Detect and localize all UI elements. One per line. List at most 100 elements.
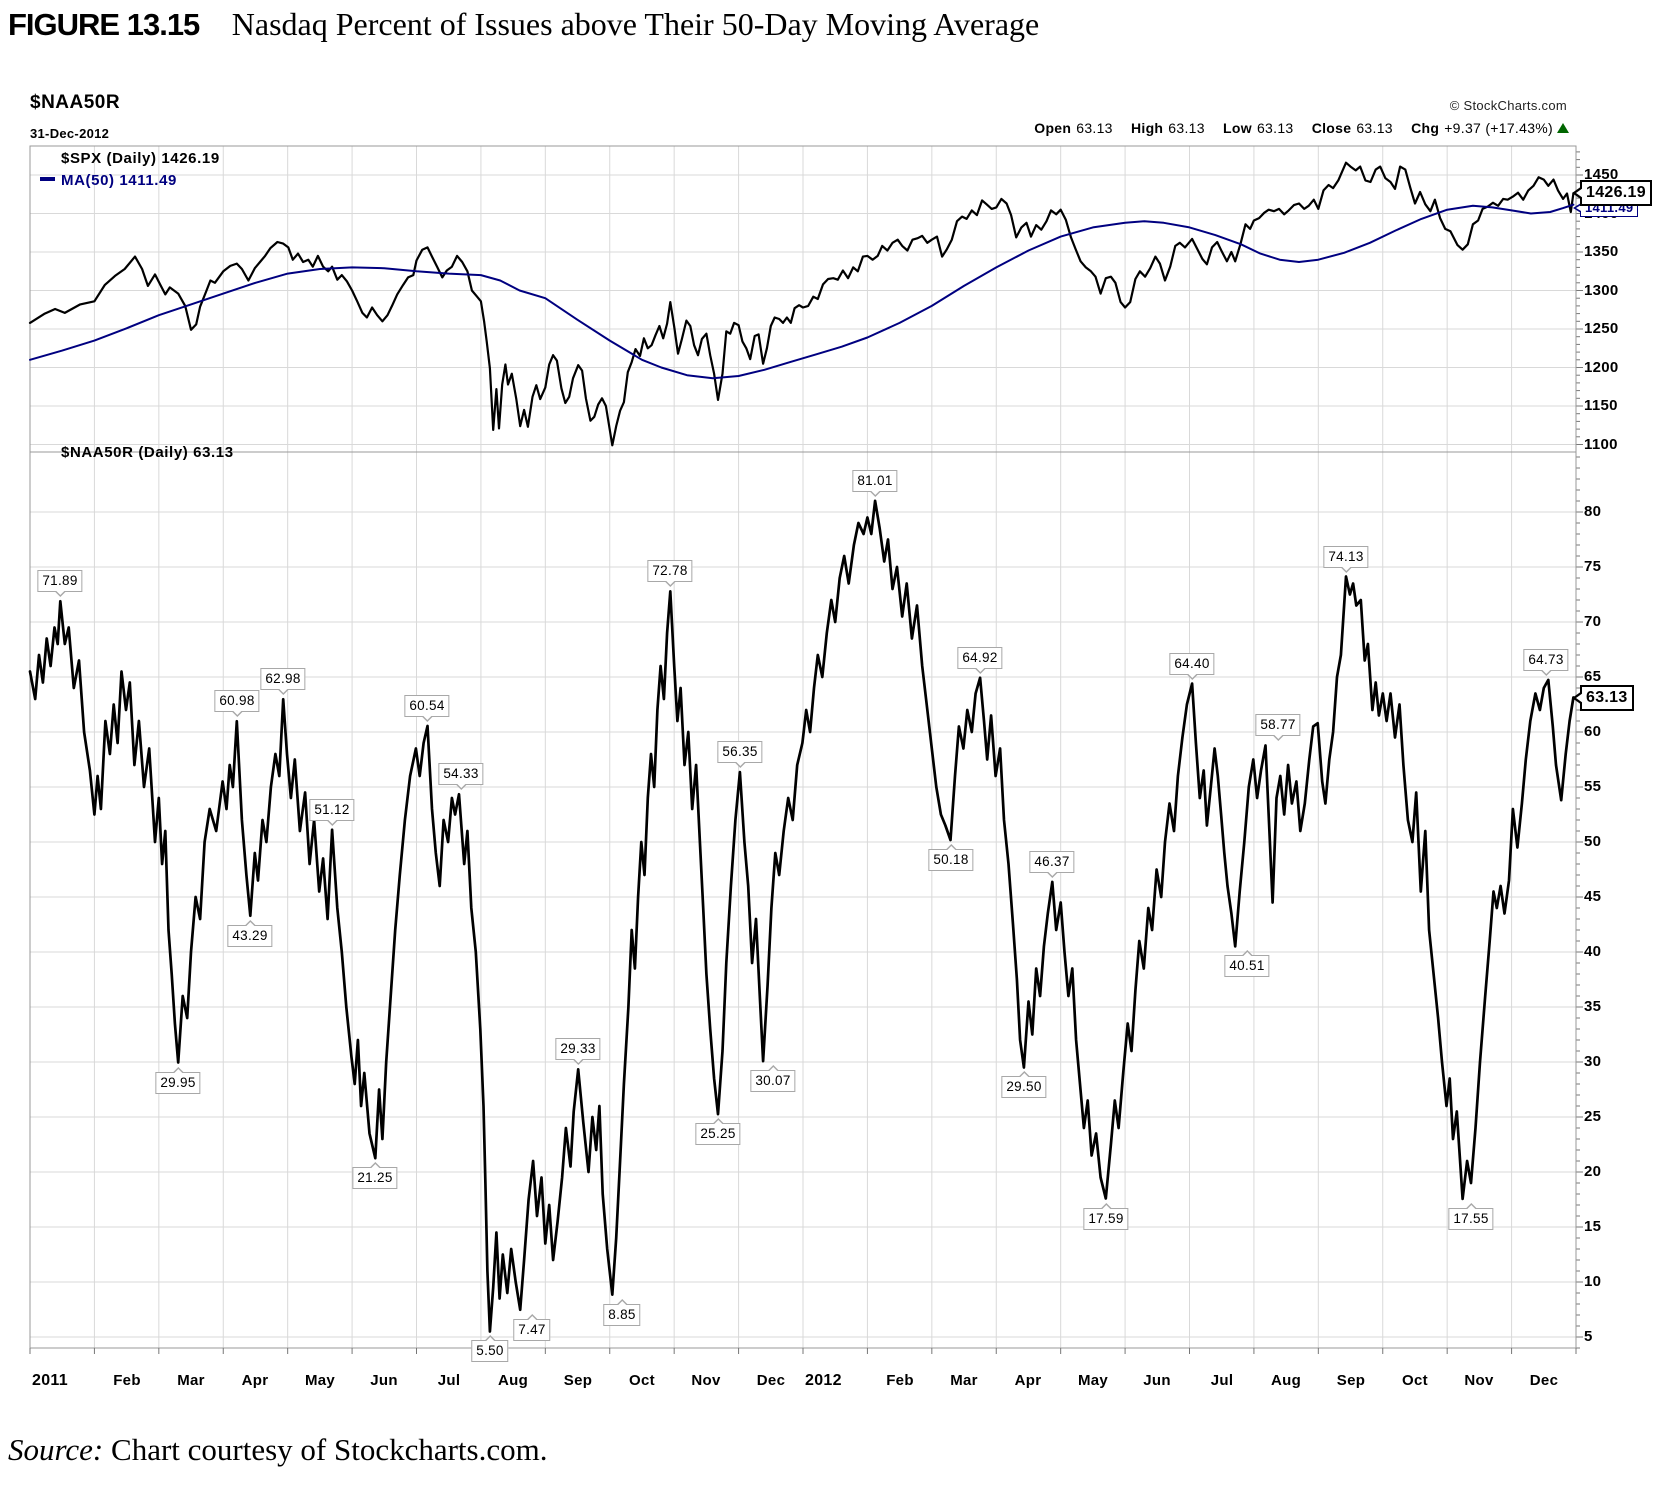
data-point-label: 43.29 xyxy=(227,920,273,947)
legend-naa50r: $NAA50R (Daily) 63.13 xyxy=(40,444,234,461)
y-axis-tick-label: 25 xyxy=(1584,1108,1602,1125)
figure-caption: FIGURE 13.15 Nasdaq Percent of Issues ab… xyxy=(8,6,1658,43)
x-axis-month-label: Nov xyxy=(691,1372,721,1389)
y-axis-tick-label: 1250 xyxy=(1584,320,1619,337)
data-point-label: 74.13 xyxy=(1323,546,1369,573)
x-axis-month-label: Nov xyxy=(1464,1372,1494,1389)
y-axis-tick-label: 35 xyxy=(1584,998,1602,1015)
x-axis-month-label: Sep xyxy=(1336,1372,1366,1389)
data-point-label: 64.40 xyxy=(1169,653,1215,680)
open-label: Open xyxy=(1034,120,1072,136)
data-point-label: 60.98 xyxy=(214,690,260,717)
data-point-label: 29.33 xyxy=(555,1038,601,1065)
figure-number: FIGURE 13.15 xyxy=(8,7,200,42)
change-up-arrow-icon xyxy=(1557,123,1569,133)
y-axis-tick-label: 1150 xyxy=(1584,397,1618,414)
x-axis-month-label: Oct xyxy=(1402,1372,1428,1389)
y-axis-tick-label: 70 xyxy=(1584,613,1602,630)
low-value: 63.13 xyxy=(1256,120,1294,136)
y-axis-tick-label: 65 xyxy=(1584,668,1602,685)
figure-title: Nasdaq Percent of Issues above Their 50-… xyxy=(231,6,1040,42)
data-point-label: 81.01 xyxy=(852,470,898,497)
ma50-line-swatch xyxy=(40,177,55,182)
source-line: Source: Chart courtesy of Stockcharts.co… xyxy=(8,1432,547,1468)
data-point-label: 25.25 xyxy=(695,1118,741,1145)
data-point-label: 5.50 xyxy=(471,1335,509,1362)
chart-date: 31-Dec-2012 xyxy=(30,126,110,141)
stockcharts-credit: © StockCharts.com xyxy=(1449,98,1567,113)
x-axis-month-label: 2011 xyxy=(32,1372,68,1389)
y-axis-tick-label: 80 xyxy=(1584,503,1602,520)
y-axis-tick-label: 60 xyxy=(1584,723,1602,740)
y-axis-tick-label: 10 xyxy=(1584,1273,1602,1290)
data-point-label: 29.50 xyxy=(1001,1071,1047,1098)
legend-spx-label: $SPX (Daily) 1426.19 xyxy=(61,150,220,167)
data-point-label: 29.95 xyxy=(155,1067,201,1094)
x-axis-month-label: Mar xyxy=(950,1372,978,1389)
x-axis-month-label: Dec xyxy=(1529,1372,1559,1389)
y-axis-tick-label: 1350 xyxy=(1584,243,1619,260)
data-point-label: 54.33 xyxy=(438,763,484,790)
y-axis-tick-label: 55 xyxy=(1584,778,1602,795)
source-prefix: Source: xyxy=(8,1432,104,1467)
source-text: Chart courtesy of Stockcharts.com. xyxy=(103,1432,548,1467)
y-axis-tick-label: 30 xyxy=(1584,1053,1602,1070)
x-axis-month-label: Feb xyxy=(886,1372,914,1389)
x-axis-month-label: Jul xyxy=(437,1372,461,1389)
data-point-label: 56.35 xyxy=(717,741,763,768)
legend-naa50r-label: $NAA50R (Daily) 63.13 xyxy=(61,444,234,461)
y-axis-tick-label: 5 xyxy=(1584,1328,1593,1345)
legend-ma50: MA(50) 1411.49 xyxy=(40,172,177,189)
data-point-label: 8.85 xyxy=(603,1299,641,1326)
data-point-label: 40.51 xyxy=(1224,950,1270,977)
open-value: 63.13 xyxy=(1076,120,1113,136)
x-axis-month-label: Oct xyxy=(629,1372,655,1389)
data-point-label: 64.92 xyxy=(957,647,1003,674)
data-point-label: 72.78 xyxy=(647,560,693,587)
y-axis-tick-label: 1100 xyxy=(1584,436,1618,453)
y-axis-tick-label: 45 xyxy=(1584,888,1602,905)
x-axis-month-label: May xyxy=(1077,1372,1109,1389)
close-value: 63.13 xyxy=(1356,120,1393,136)
y-axis-tick-label: 20 xyxy=(1584,1163,1602,1180)
x-axis-month-label: Apr xyxy=(241,1372,269,1389)
data-point-label: 71.89 xyxy=(37,570,83,597)
x-axis-month-label: Aug xyxy=(1270,1372,1302,1389)
x-axis-month-label: Jun xyxy=(1143,1372,1171,1389)
data-point-label: 30.07 xyxy=(750,1065,796,1092)
ohlc-quote-row: Open 63.13 High 63.13 Low 63.13 Close 63.13 … xyxy=(1020,120,1569,136)
data-point-label: 50.18 xyxy=(928,844,974,871)
spx-current-price-box: 1426.19 xyxy=(1572,180,1652,206)
naa50r-line-swatch xyxy=(40,449,55,453)
x-axis-month-label: Sep xyxy=(563,1372,593,1389)
data-point-label: 58.77 xyxy=(1255,714,1301,741)
chg-label: Chg xyxy=(1411,120,1440,136)
data-point-label: 62.98 xyxy=(260,668,306,695)
y-axis-tick-label: 40 xyxy=(1584,943,1602,960)
x-axis-month-label: Aug xyxy=(497,1372,529,1389)
high-value: 63.13 xyxy=(1168,120,1205,136)
x-axis-month-label: Dec xyxy=(756,1372,786,1389)
y-axis-tick-label: 50 xyxy=(1584,833,1602,850)
low-label: Low xyxy=(1223,120,1252,136)
y-axis-tick-label: 1200 xyxy=(1584,359,1619,376)
spx-line-swatch xyxy=(40,155,55,159)
y-axis-tick-label: 1450 xyxy=(1584,166,1619,183)
data-point-label: 60.54 xyxy=(404,695,450,722)
x-axis-month-label: May xyxy=(304,1372,336,1389)
data-point-label: 7.47 xyxy=(513,1314,551,1341)
data-point-label: 46.37 xyxy=(1029,851,1075,878)
x-axis-month-label: Mar xyxy=(177,1372,205,1389)
ticker-symbol: $NAA50R xyxy=(30,92,121,113)
x-axis-month-label: Jun xyxy=(370,1372,398,1389)
data-point-label: 21.25 xyxy=(352,1162,398,1189)
close-label: Close xyxy=(1311,120,1352,136)
legend-spx: $SPX (Daily) 1426.19 xyxy=(40,150,220,167)
x-axis-month-label: Feb xyxy=(113,1372,141,1389)
y-axis-tick-label: 15 xyxy=(1584,1218,1602,1235)
naa50r-current-price-box: 63.13 xyxy=(1572,685,1634,711)
data-point-label: 17.55 xyxy=(1448,1203,1494,1230)
x-axis-month-label: Apr xyxy=(1014,1372,1042,1389)
x-axis-month-label: Jul xyxy=(1210,1372,1234,1389)
